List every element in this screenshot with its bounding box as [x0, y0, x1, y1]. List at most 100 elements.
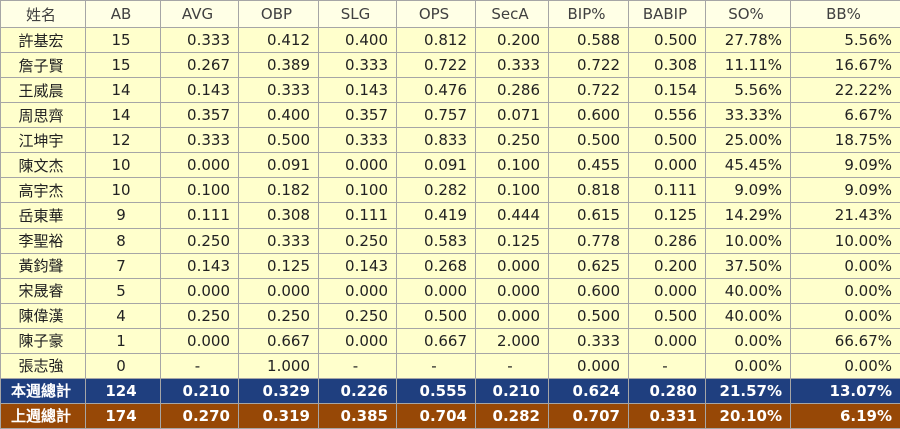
stat-cell: 0.000 — [628, 152, 706, 179]
stat-cell: 27.78% — [705, 26, 791, 54]
stat-cell: 0.000 — [318, 152, 397, 179]
name-cell: 李聖裕 — [0, 227, 86, 254]
stat-cell: 0.000 — [318, 327, 397, 354]
stat-cell: 0.357 — [318, 102, 397, 129]
header-cell: SLG — [318, 0, 397, 28]
player-row: 江坤宇 12 0.333 0.500 0.333 0.833 0.250 0.500 0.500… — [0, 127, 900, 154]
stat-cell: 9 — [85, 202, 161, 229]
stat-cell: 2.000 — [475, 327, 549, 354]
stat-cell: 14 — [85, 102, 161, 129]
stat-cell: 0.757 — [396, 102, 476, 129]
stat-cell: 0.250 — [160, 302, 239, 329]
header-cell: OBP — [238, 0, 319, 28]
stat-cell: 10.00% — [790, 227, 900, 254]
stat-cell: 1.000 — [238, 352, 319, 379]
stat-cell: 0.333 — [160, 127, 239, 154]
stat-cell: 0.455 — [548, 152, 629, 179]
stat-cell: 33.33% — [705, 102, 791, 129]
stat-cell: 0.331 — [628, 402, 706, 429]
stat-cell: 40.00% — [705, 277, 791, 304]
header-cell: BIP% — [548, 0, 629, 28]
player-row: 岳東華 9 0.111 0.308 0.111 0.419 0.444 0.615 0.125 1… — [0, 202, 900, 229]
stat-cell: 0.154 — [628, 77, 706, 104]
stat-cell: 0.100 — [475, 177, 549, 204]
name-cell: 王威晨 — [0, 77, 86, 104]
player-row: 周思齊 14 0.357 0.400 0.357 0.757 0.071 0.600 0.556… — [0, 102, 900, 129]
player-row: 陳文杰 10 0.000 0.091 0.000 0.091 0.100 0.455 0.000… — [0, 152, 900, 179]
stat-cell: 0.333 — [238, 227, 319, 254]
stat-cell: 0.282 — [396, 177, 476, 204]
stat-cell: 0.624 — [548, 377, 629, 404]
stat-cell: 0 — [85, 352, 161, 379]
header-cell: OPS — [396, 0, 476, 28]
stat-cell: - — [628, 352, 706, 379]
stat-cell: 0.333 — [475, 52, 549, 79]
stat-cell: 10 — [85, 177, 161, 204]
stat-cell: 0.400 — [318, 26, 397, 54]
header-cell: BABIP — [628, 0, 706, 28]
stat-cell: 0.091 — [238, 152, 319, 179]
total-row: 上週總計 174 0.270 0.319 0.385 0.704 0.282 0.707 0.3… — [0, 402, 900, 429]
stat-cell: 0.357 — [160, 102, 239, 129]
stat-cell: 40.00% — [705, 302, 791, 329]
stat-cell: 5.56% — [790, 26, 900, 54]
stat-cell: 0.00% — [790, 277, 900, 304]
stat-cell: 0.000 — [160, 277, 239, 304]
stat-cell: 21.57% — [705, 377, 791, 404]
player-row: 高宇杰 10 0.100 0.182 0.100 0.282 0.100 0.818 0.111… — [0, 177, 900, 204]
stat-cell: 0.250 — [475, 127, 549, 154]
stat-cell: 0.000 — [396, 277, 476, 304]
stat-cell: 0.555 — [396, 377, 476, 404]
header-cell: AVG — [160, 0, 239, 28]
stat-cell: 1 — [85, 327, 161, 354]
player-row: 陳子豪 1 0.000 0.667 0.000 0.667 2.000 0.333 0.000 0… — [0, 327, 900, 354]
stat-cell: 0.000 — [628, 277, 706, 304]
stat-cell: 0.500 — [628, 127, 706, 154]
stat-cell: 7 — [85, 252, 161, 279]
stat-cell: 0.267 — [160, 52, 239, 79]
stat-cell: 0.600 — [548, 277, 629, 304]
stat-cell: 9.09% — [790, 177, 900, 204]
stat-cell: 0.200 — [628, 252, 706, 279]
name-cell: 高宇杰 — [0, 177, 86, 204]
stat-cell: 0.476 — [396, 77, 476, 104]
player-row: 黃鈞聲 7 0.143 0.125 0.143 0.268 0.000 0.625 0.200 3… — [0, 252, 900, 279]
stat-cell: 0.210 — [475, 377, 549, 404]
stat-cell: 0.333 — [238, 77, 319, 104]
stat-cell: 0.500 — [548, 127, 629, 154]
name-cell: 陳文杰 — [0, 152, 86, 179]
stat-cell: - — [318, 352, 397, 379]
stat-cell: 0.615 — [548, 202, 629, 229]
stat-cell: 0.226 — [318, 377, 397, 404]
stat-cell: 0.000 — [628, 327, 706, 354]
stat-cell: 0.250 — [318, 302, 397, 329]
stat-cell: 0.000 — [548, 352, 629, 379]
stat-cell: 0.500 — [628, 302, 706, 329]
stat-cell: 9.09% — [705, 177, 791, 204]
stat-cell: 0.333 — [318, 52, 397, 79]
stat-cell: 0.722 — [396, 52, 476, 79]
stat-cell: 0.100 — [160, 177, 239, 204]
stat-cell: 0.722 — [548, 52, 629, 79]
stat-cell: 0.00% — [790, 252, 900, 279]
header-cell: SO% — [705, 0, 791, 28]
name-cell: 江坤宇 — [0, 127, 86, 154]
stat-cell: 0.818 — [548, 177, 629, 204]
stat-cell: 0.071 — [475, 102, 549, 129]
stat-cell: 15 — [85, 52, 161, 79]
stat-cell: 66.67% — [790, 327, 900, 354]
stat-cell: 0.588 — [548, 26, 629, 54]
name-cell: 陳子豪 — [0, 327, 86, 354]
name-cell: 宋晟睿 — [0, 277, 86, 304]
player-row: 宋晟睿 5 0.000 0.000 0.000 0.000 0.000 0.600 0.000 4… — [0, 277, 900, 304]
header-cell: SecA — [475, 0, 549, 28]
stat-cell: 0.000 — [238, 277, 319, 304]
stat-cell: 0.00% — [790, 302, 900, 329]
header-row: 姓名 AB AVG OBP SLG OPS SecA BIP% BABIP SO% BB% — [0, 0, 900, 28]
header-cell: BB% — [790, 0, 900, 28]
stat-cell: 0.704 — [396, 402, 476, 429]
stat-cell: 0.333 — [548, 327, 629, 354]
stat-cell: 4 — [85, 302, 161, 329]
